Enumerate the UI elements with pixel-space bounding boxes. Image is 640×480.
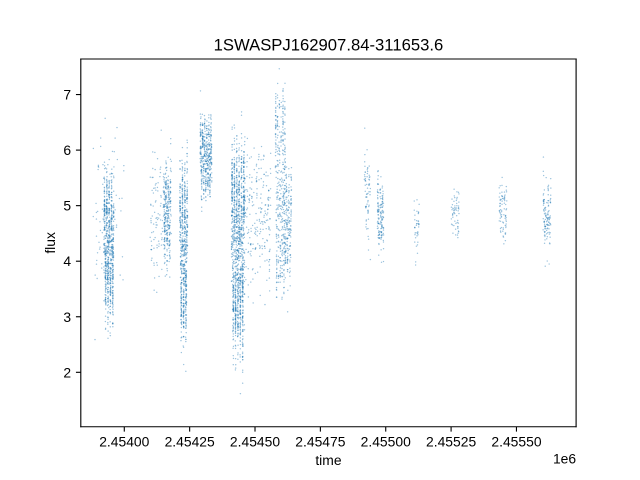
svg-text:7: 7: [63, 87, 71, 103]
svg-text:3: 3: [63, 309, 71, 325]
svg-text:6: 6: [63, 142, 71, 158]
svg-text:2.45400: 2.45400: [99, 434, 149, 450]
svg-text:4: 4: [63, 253, 71, 269]
svg-text:5: 5: [63, 198, 71, 214]
svg-text:2.45425: 2.45425: [165, 434, 215, 450]
svg-text:2.45525: 2.45525: [426, 434, 476, 450]
svg-text:2.45450: 2.45450: [230, 434, 280, 450]
svg-text:flux: flux: [42, 232, 58, 254]
svg-text:2.45500: 2.45500: [361, 434, 411, 450]
svg-text:time: time: [315, 452, 341, 468]
svg-text:2: 2: [63, 364, 71, 380]
svg-text:1SWASPJ162907.84-311653.6: 1SWASPJ162907.84-311653.6: [214, 36, 444, 55]
svg-text:1e6: 1e6: [553, 451, 576, 467]
svg-text:2.45550: 2.45550: [491, 434, 541, 450]
svg-text:2.45475: 2.45475: [295, 434, 345, 450]
